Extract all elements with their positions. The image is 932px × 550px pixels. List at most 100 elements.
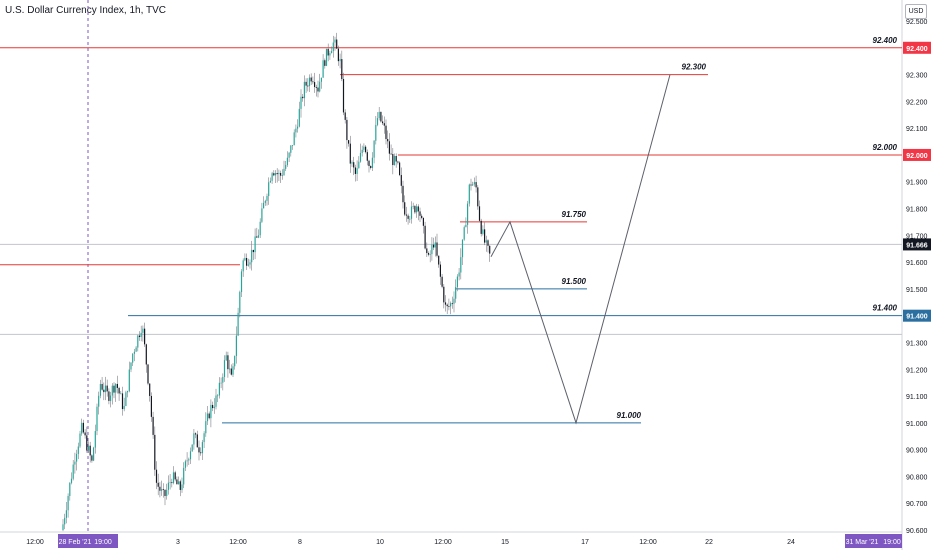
candle-body — [482, 229, 484, 234]
candle-body — [397, 161, 399, 163]
candle-body — [225, 355, 227, 361]
candle-body — [439, 264, 441, 277]
candle-body — [327, 48, 329, 56]
candle-body — [257, 235, 260, 238]
candle-body — [325, 48, 328, 66]
candle-body — [227, 355, 229, 370]
candle-body — [329, 53, 331, 56]
candle-body — [259, 221, 261, 236]
candle-body — [426, 248, 428, 254]
candle-body — [315, 87, 317, 88]
candle-body — [120, 393, 122, 395]
x-tick-label: 19:00 — [94, 539, 112, 546]
candle-body — [370, 166, 372, 168]
candle-body — [461, 239, 464, 258]
price-badge: 92.000 — [903, 148, 931, 161]
y-tick-label: 90.600 — [906, 528, 928, 535]
candle-body — [305, 81, 307, 86]
y-tick-label: 91.500 — [906, 287, 928, 294]
level-label: 92.300 — [682, 63, 707, 72]
candle-body — [188, 459, 190, 461]
candle-body — [72, 464, 74, 479]
candle-body — [220, 382, 222, 384]
candle-body — [436, 242, 438, 256]
candle-body — [387, 139, 389, 142]
candle-body — [247, 264, 249, 266]
candle-body — [183, 467, 185, 485]
candle-body — [444, 302, 447, 305]
candle-body — [320, 77, 322, 82]
candle-body — [429, 254, 431, 255]
candle-body — [489, 245, 491, 254]
candle-body — [264, 200, 266, 203]
candle-body — [79, 433, 81, 447]
candle-body — [178, 481, 180, 485]
level-label: 91.750 — [562, 210, 587, 219]
candle-body — [127, 390, 129, 393]
candle-body — [213, 406, 215, 409]
candle-body — [441, 276, 443, 287]
level-label: 92.000 — [873, 143, 898, 152]
candle-body — [137, 335, 139, 348]
price-badge: 92.400 — [903, 41, 931, 54]
candle-body — [206, 413, 209, 422]
candle-body — [354, 167, 356, 174]
candle-body — [331, 51, 333, 54]
y-tick-label: 91.600 — [906, 260, 928, 267]
candle-body — [373, 140, 375, 158]
candle-body — [337, 48, 339, 62]
candle-body — [392, 154, 394, 166]
candle-body — [310, 77, 312, 82]
candle-body — [308, 77, 311, 87]
candle-body — [405, 214, 407, 216]
candle-body — [184, 461, 186, 468]
candle-body — [230, 368, 232, 375]
candle-body — [145, 344, 147, 365]
candle-body — [193, 433, 195, 445]
price-badge-label: 92.000 — [906, 153, 928, 160]
level-label: 92.400 — [873, 36, 898, 45]
x-tick-label: 12:00 — [26, 539, 44, 546]
candle-body — [285, 164, 287, 169]
candle-body — [159, 486, 161, 491]
candle-body — [484, 229, 486, 243]
candle-body — [312, 81, 314, 83]
x-tick-label: 10 — [376, 539, 384, 546]
x-tick-label: 8 — [298, 539, 302, 546]
x-tick-label: 24 — [787, 539, 795, 546]
x-tick-label: 12:00 — [434, 539, 452, 546]
candle-body — [65, 510, 67, 518]
candle-body — [62, 524, 64, 530]
candle-body — [283, 168, 285, 176]
y-tick-label: 92.300 — [906, 73, 928, 80]
y-tick-label: 92.200 — [906, 99, 928, 106]
candle-body — [186, 460, 188, 462]
candle-body — [388, 141, 390, 154]
candle-body — [359, 152, 362, 162]
candle-body — [465, 224, 467, 228]
candle-body — [468, 184, 470, 204]
candle-body — [298, 108, 300, 127]
candle-body — [446, 304, 448, 307]
candle-body — [93, 447, 95, 461]
candle-body — [336, 39, 338, 49]
price-badge-bg — [903, 238, 931, 251]
level-label: 91.400 — [873, 304, 898, 313]
candle-body — [110, 395, 112, 401]
candle-body — [480, 220, 482, 234]
candle-body — [67, 495, 69, 511]
y-tick-label: 91.000 — [906, 421, 928, 428]
candle-body — [290, 145, 292, 153]
projection-path — [490, 74, 671, 425]
candle-body — [390, 153, 392, 155]
price-badge-bg — [903, 309, 931, 322]
candle-body — [135, 347, 137, 352]
candle-body — [147, 364, 149, 384]
y-tick-label: 92.500 — [906, 19, 928, 26]
candle-body — [104, 385, 107, 393]
candle-body — [399, 162, 401, 176]
candle-body — [371, 157, 373, 168]
candle-body — [232, 366, 234, 375]
currency-badge[interactable]: USD — [905, 4, 927, 19]
